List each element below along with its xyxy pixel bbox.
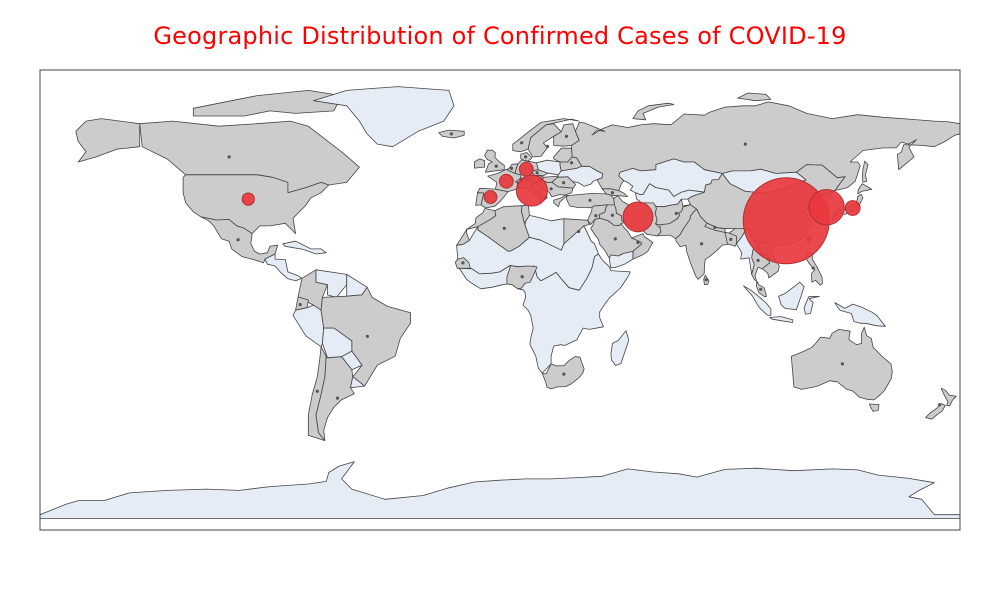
country-centroid-marker[interactable]: [365, 334, 369, 338]
case-bubble[interactable]: [622, 201, 654, 233]
country-centroid-marker[interactable]: [674, 211, 678, 215]
country-new-guinea[interactable]: [834, 302, 886, 327]
map-frame-border: [39, 69, 961, 531]
country-caribbean[interactable]: [282, 240, 327, 255]
country-centroid-marker[interactable]: [938, 403, 942, 407]
country-centroid-marker[interactable]: [588, 198, 592, 202]
country-yemen[interactable]: [609, 250, 634, 269]
country-centroid-marker[interactable]: [449, 132, 453, 136]
country-novaya-zemlya[interactable]: [632, 102, 675, 121]
country-centroid-marker[interactable]: [729, 237, 733, 241]
country-centroid-marker[interactable]: [610, 213, 615, 217]
country-tasmania[interactable]: [869, 403, 880, 412]
country-centroid-marker[interactable]: [524, 155, 528, 159]
country-new-zealand-south[interactable]: [925, 403, 946, 420]
case-bubble[interactable]: [808, 189, 845, 226]
country-centroid-marker[interactable]: [756, 258, 760, 262]
bubbles-layer: [227, 132, 942, 407]
country-centroid-marker[interactable]: [700, 242, 704, 246]
country-centroid-marker[interactable]: [704, 278, 708, 282]
country-centroid-marker[interactable]: [713, 225, 717, 229]
country-uruguay[interactable]: [350, 376, 366, 389]
country-centroid-marker[interactable]: [562, 181, 566, 185]
country-centroid-marker[interactable]: [570, 161, 574, 165]
country-argentina[interactable]: [315, 355, 355, 442]
country-centroid-marker[interactable]: [315, 389, 319, 393]
country-hokkaido[interactable]: [857, 183, 873, 195]
country-centroid-marker[interactable]: [520, 275, 524, 279]
country-java[interactable]: [769, 316, 794, 323]
country-antarctica[interactable]: [40, 461, 960, 519]
case-bubble[interactable]: [844, 200, 861, 216]
country-greenland[interactable]: [312, 86, 455, 148]
country-centroid-marker[interactable]: [298, 303, 302, 307]
country-centroid-marker[interactable]: [494, 164, 498, 168]
country-centroid-marker[interactable]: [461, 261, 465, 265]
country-centroid-marker[interactable]: [549, 187, 553, 191]
country-centroid-marker[interactable]: [227, 155, 231, 159]
country-centroid-marker[interactable]: [610, 191, 615, 195]
country-severnaya-zemlya[interactable]: [737, 92, 772, 102]
country-centroid-marker[interactable]: [743, 142, 747, 146]
chart-title: Geographic Distribution of Confirmed Cas…: [153, 22, 847, 50]
country-centroid-marker[interactable]: [594, 214, 598, 218]
country-centroid-marker[interactable]: [520, 141, 524, 145]
country-sakhalin[interactable]: [862, 160, 869, 183]
case-bubble[interactable]: [483, 190, 498, 204]
country-centroid-marker[interactable]: [564, 134, 569, 138]
country-gulf-states[interactable]: [631, 233, 654, 260]
country-centroid-marker[interactable]: [613, 237, 617, 241]
country-borneo[interactable]: [778, 281, 805, 311]
country-centroid-marker[interactable]: [535, 171, 539, 175]
country-madagascar[interactable]: [610, 330, 630, 366]
country-sulawesi[interactable]: [803, 295, 820, 315]
case-bubble[interactable]: [499, 173, 514, 189]
country-centroid-marker[interactable]: [236, 238, 240, 242]
country-centroid-marker[interactable]: [509, 166, 514, 170]
country-centroid-marker[interactable]: [636, 240, 640, 245]
country-centroid-marker[interactable]: [811, 266, 815, 270]
case-bubble[interactable]: [518, 161, 534, 177]
country-centroid-marker[interactable]: [562, 372, 566, 376]
country-centroid-marker[interactable]: [577, 229, 581, 234]
country-west-africa-coast[interactable]: [458, 253, 631, 374]
country-centroid-marker[interactable]: [545, 144, 550, 148]
case-bubble[interactable]: [241, 192, 255, 206]
country-sumatra[interactable]: [743, 285, 772, 316]
country-united-kingdom[interactable]: [484, 149, 505, 173]
country-alaska[interactable]: [75, 118, 141, 163]
country-new-zealand-north[interactable]: [940, 387, 957, 407]
case-bubble[interactable]: [515, 174, 548, 207]
country-centroid-marker[interactable]: [840, 362, 845, 366]
country-centroid-marker[interactable]: [335, 396, 340, 400]
country-centroid-marker[interactable]: [759, 287, 763, 291]
country-centroid-marker[interactable]: [502, 226, 506, 230]
country-ireland[interactable]: [473, 158, 486, 169]
